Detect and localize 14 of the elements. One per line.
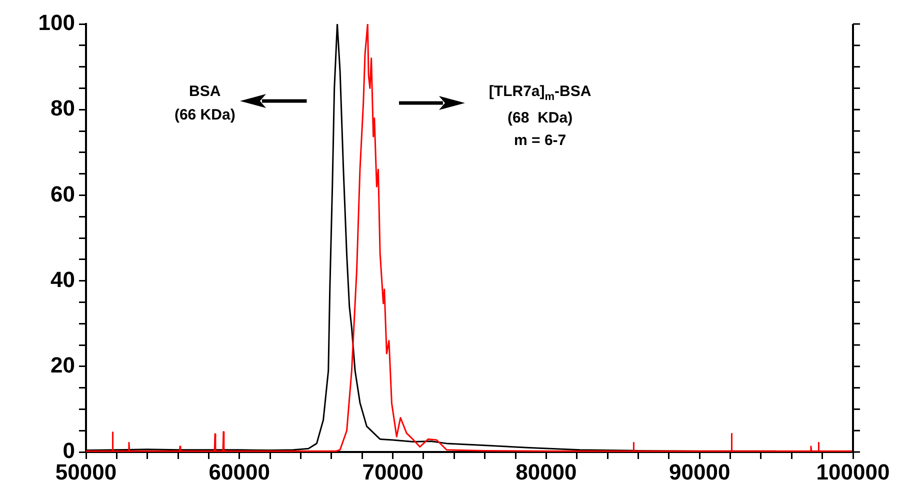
annotation: m = 6-7 <box>514 132 566 149</box>
y-tick-label: 40 <box>50 266 75 292</box>
x-tick-label: 60000 <box>208 459 270 484</box>
annotation: BSA <box>189 83 221 100</box>
x-tick-label: 80000 <box>516 459 577 484</box>
x-tick-label: 90000 <box>669 459 730 484</box>
x-tick-label: 70000 <box>362 459 424 484</box>
y-tick-label: 80 <box>50 96 75 121</box>
x-tick-label: 100000 <box>816 459 890 484</box>
y-tick-label: 60 <box>50 181 75 206</box>
y-tick-label: 20 <box>50 352 75 378</box>
y-tick-label: 100 <box>38 10 75 36</box>
annotation: (66 KDa) <box>174 106 236 124</box>
annotation: (68 KDa) <box>508 109 573 126</box>
